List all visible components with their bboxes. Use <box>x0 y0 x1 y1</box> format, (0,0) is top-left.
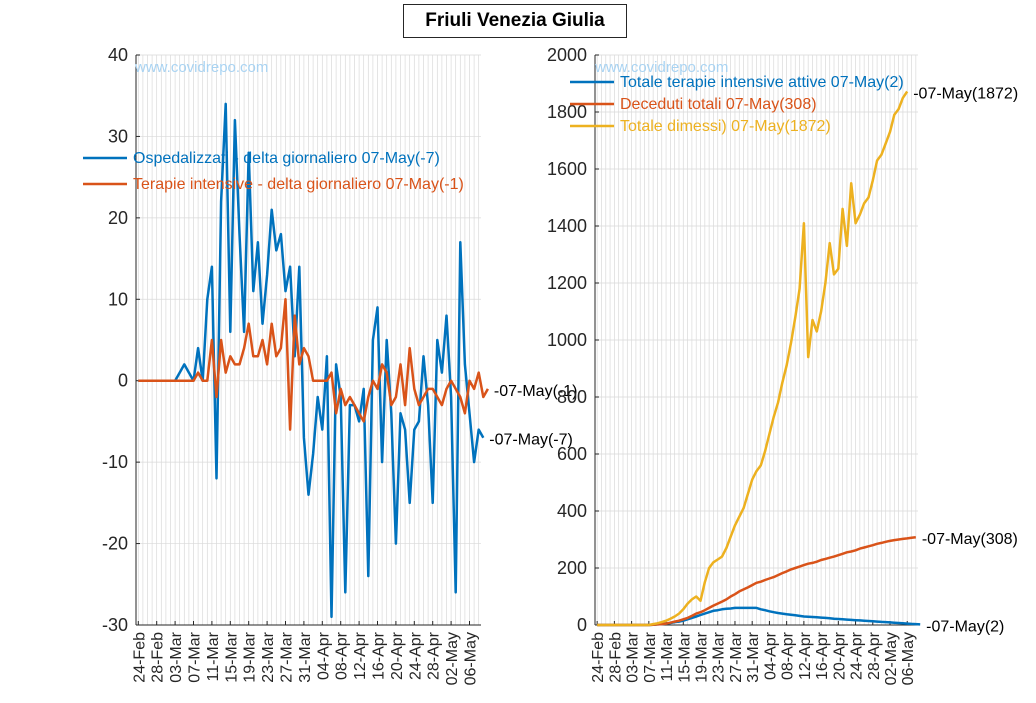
x-tick-label: 28-Apr <box>426 631 443 680</box>
x-tick-label: 28-Feb <box>607 632 624 683</box>
x-tick-label: 24-Apr <box>849 631 866 680</box>
x-tick-label: 07-Mar <box>642 631 659 682</box>
y-tick-label: 1200 <box>547 273 587 293</box>
y-tick-label: 10 <box>108 289 128 309</box>
x-tick-label: 16-Apr <box>814 631 831 680</box>
x-tick-label: 02-May <box>444 632 461 685</box>
x-tick-label: 28-Apr <box>866 631 883 680</box>
x-tick-label: 31-Mar <box>297 631 314 682</box>
watermark: www.covidrepo.com <box>134 59 268 76</box>
legend: Totale terapie intensive attive 07-May(2… <box>570 74 904 135</box>
x-tick-label: 27-Mar <box>279 631 296 682</box>
series-end-label: -07-May(308) <box>922 531 1018 548</box>
y-tick-label: 400 <box>557 501 587 521</box>
y-tick-label: 20 <box>108 208 128 228</box>
x-tick-label: 23-Mar <box>711 631 728 682</box>
figure-title: Friuli Venezia Giulia <box>425 10 605 31</box>
x-tick-label: 24-Feb <box>131 632 148 683</box>
series-line <box>597 606 921 627</box>
y-tick-label: -10 <box>102 452 128 472</box>
x-tick-label: 06-May <box>900 632 917 685</box>
x-tick-label: 11-Mar <box>205 631 222 681</box>
x-tick-label: 20-Apr <box>389 631 406 680</box>
y-tick-label: -20 <box>102 534 128 554</box>
watermark: www.covidrepo.com <box>594 59 728 76</box>
x-tick-label: 12-Apr <box>797 631 814 680</box>
series-line <box>138 298 489 431</box>
series-end-label: -07-May(1872) <box>913 85 1018 102</box>
legend-entry: Deceduti totali 07-May(308) <box>620 96 817 113</box>
x-tick-label: 06-May <box>463 632 480 685</box>
x-tick-label: 04-Apr <box>762 631 779 680</box>
x-tick-label: 15-Mar <box>676 631 693 682</box>
y-tick-label: 0 <box>577 615 587 635</box>
y-tick-label: -30 <box>102 615 128 635</box>
y-tick-label: 30 <box>108 126 128 146</box>
y-tick-label: 800 <box>557 387 587 407</box>
legend-entry: Terapie intensive - delta giornaliero 07… <box>133 176 464 193</box>
series-line <box>597 90 909 627</box>
x-tick-label: 04-Apr <box>315 631 332 680</box>
x-tick-label: 20-Apr <box>831 631 848 680</box>
x-tick-label: 19-Mar <box>242 631 259 682</box>
x-tick-label: 16-Apr <box>371 631 388 680</box>
x-tick-label: 23-Mar <box>260 631 277 682</box>
x-tick-label: 12-Apr <box>352 631 369 680</box>
legend-entry: Ospedalizzati - delta giornaliero 07-May… <box>133 150 440 167</box>
y-tick-label: 1400 <box>547 216 587 236</box>
x-tick-label: 08-Apr <box>780 631 797 680</box>
series-line <box>138 102 485 619</box>
grid <box>595 54 918 626</box>
y-tick-label: 2000 <box>547 45 587 65</box>
x-tick-label: 07-Mar <box>187 631 204 682</box>
grid <box>136 54 481 626</box>
right-axes: 0 200 400 600 800 1000 1200 1400 1600 1800 2000 24-… <box>547 45 1018 685</box>
y-tick-label: 1600 <box>547 159 587 179</box>
x-tick-label: 11-Mar <box>659 631 676 681</box>
x-tick-label: 31-Mar <box>745 631 762 682</box>
x-tick-label: 19-Mar <box>694 631 711 682</box>
series-end-label: -07-May(-1) <box>494 383 578 400</box>
figure-title-box: Friuli Venezia Giulia <box>403 4 627 38</box>
x-tick-label: 08-Apr <box>334 631 351 680</box>
left-axes: -30 -20 -10 0 10 20 30 40 24-Feb 28-Feb 03-Mar 07-M… <box>83 45 577 685</box>
y-tick-label: 40 <box>108 45 128 65</box>
y-tick-label: 200 <box>557 558 587 578</box>
legend-entry: Totale dimessi) 07-May(1872) <box>620 118 831 135</box>
y-tick-label: 1000 <box>547 330 587 350</box>
legend: Ospedalizzati - delta giornaliero 07-May… <box>83 150 464 193</box>
x-tick-label: 02-May <box>883 632 900 685</box>
y-tick-label: 0 <box>118 371 128 391</box>
legend-entry: Totale terapie intensive attive 07-May(2… <box>620 74 904 91</box>
x-tick-label: 03-Mar <box>625 631 642 682</box>
y-tick-label: 1800 <box>547 102 587 122</box>
x-tick-label: 03-Mar <box>168 631 185 682</box>
x-tick-label: 15-Mar <box>223 631 240 682</box>
series-end-label: -07-May(2) <box>926 618 1004 635</box>
series-end-label: -07-May(-7) <box>489 432 573 449</box>
x-tick-label: 24-Feb <box>590 632 607 683</box>
x-tick-label: 27-Mar <box>728 631 745 682</box>
x-tick-label: 28-Feb <box>150 632 167 683</box>
x-tick-label: 24-Apr <box>407 631 424 680</box>
y-tick-label: 600 <box>557 444 587 464</box>
